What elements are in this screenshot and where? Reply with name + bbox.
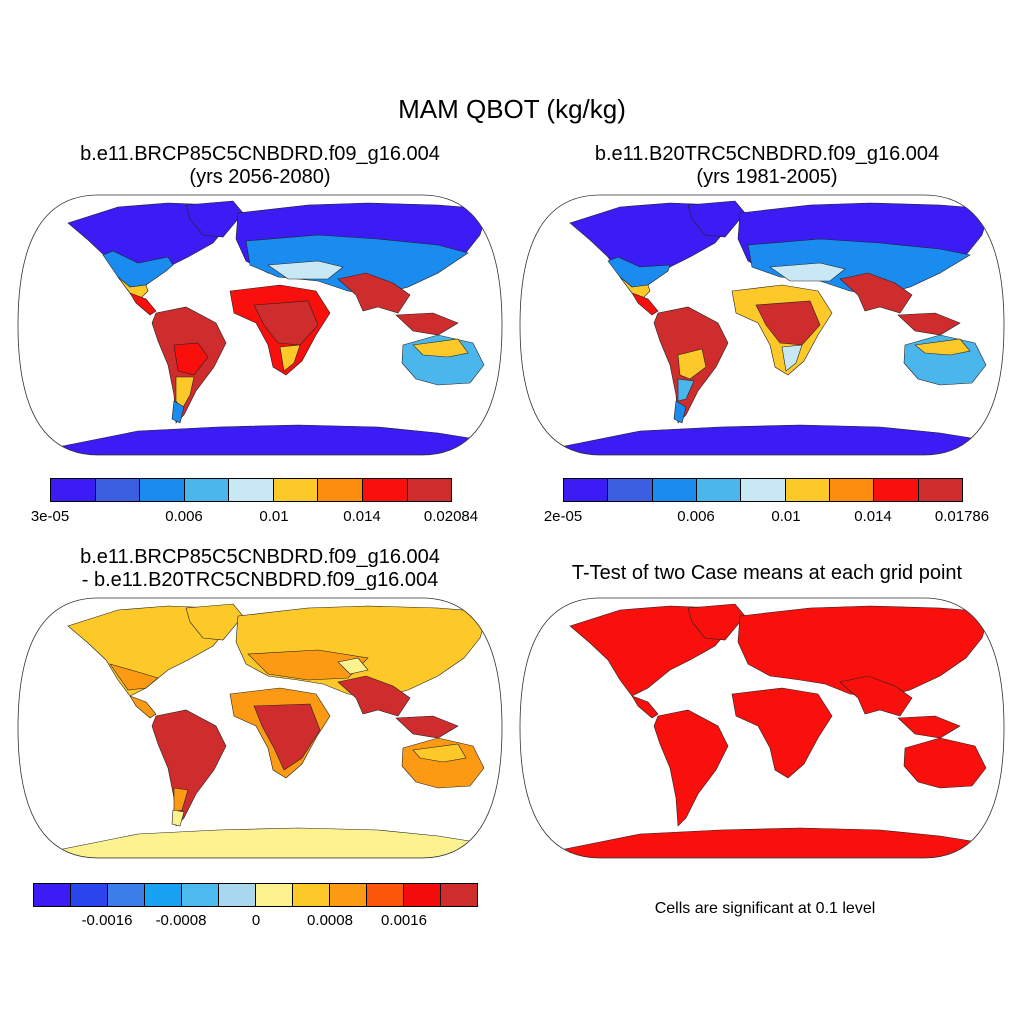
panel1-title: b.e11.BRCP85C5CNBDRD.f09_g16.004 (yrs 20… [10,143,510,189]
south-america-region [653,709,729,827]
colorbar-2-swatch-1 [608,479,653,501]
colorbar-3-swatch-8 [330,884,367,906]
colorbar-3-swatch-0 [34,884,71,906]
greenland-region [185,603,244,641]
north-america-region [569,605,736,697]
colorbar-2-swatch-5 [785,479,830,501]
colorbar-3-swatch-11 [441,884,477,906]
colorbar-1-tick-4: 0.02084 [423,508,479,525]
panel3-title-line2: - b.e11.B20TRC5CNBDRD.f09_g16.004 [81,569,439,591]
panel2-title: b.e11.B20TRC5CNBDRD.f09_g16.004 (yrs 198… [517,143,1017,189]
colorbar-2-swatch-6 [829,479,875,501]
africa-region [731,687,833,779]
colorbar-2-swatch-2 [652,479,697,501]
colorbar-3-swatch-2 [108,884,145,906]
map-panel-1 [17,194,503,456]
colorbar-1-swatch-3 [184,479,230,501]
greenland-region [185,200,244,238]
panel2-title-line1: b.e11.B20TRC5CNBDRD.f09_g16.004 [594,143,940,165]
antarctica-region [520,424,1004,455]
colorbar-3-swatch-1 [71,884,108,906]
south-america-region [151,709,227,827]
colorbar-2-tick-4: 0.01786 [934,508,990,525]
colorbar-1-swatch-2 [140,479,185,501]
colorbar-2-swatch-8 [918,479,962,501]
panel4-title: T-Test of two Case means at each grid po… [517,562,1017,585]
colorbar-3-swatch-4 [182,884,219,906]
colorbar-1 [50,478,452,502]
colorbar-3-tick-1: -0.0008 [155,912,207,929]
colorbar-2-tick-1: 0.006 [677,508,715,525]
colorbar-2-tick-3: 0.014 [854,508,892,525]
colorbar-1-swatch-6 [318,479,363,501]
colorbar-1-swatch-0 [51,479,96,501]
colorbar-2-swatch-3 [696,479,742,501]
colorbar-3-swatch-3 [145,884,182,906]
panel2-title-line2: (yrs 1981-2005) [696,166,838,188]
panel4-title-line1: T-Test of two Case means at each grid po… [571,562,963,584]
colorbar-3-tick-4: 0.0016 [381,912,427,929]
colorbar-3-swatch-7 [293,884,330,906]
figure-title: MAM QBOT (kg/kg) [398,94,626,124]
antarctica-region [18,827,502,858]
colorbar-1-tick-2: 0.01 [259,508,289,525]
colorbar-1-swatch-7 [362,479,408,501]
significance-note: Cells are significant at 0.1 level [654,900,876,917]
panel1-title-line2: (yrs 2056-2080) [189,166,331,188]
colorbar-3-swatch-6 [256,884,293,906]
panel3-title-line1: b.e11.BRCP85C5CNBDRD.f09_g16.004 [80,546,440,568]
australia-region [401,737,485,789]
colorbar-3-swatch-10 [404,884,441,906]
colorbar-1-swatch-1 [95,479,141,501]
colorbar-1-tick-0: 3e-05 [30,508,70,525]
colorbar-3-tick-0: -0.0016 [81,912,133,929]
colorbar-2 [563,478,963,502]
colorbar-2-tick-2: 0.01 [771,508,801,525]
colorbar-2-swatch-4 [741,479,786,501]
colorbar-2-tick-0: 2e-05 [543,508,583,525]
colorbar-1-swatch-8 [407,479,452,501]
antarctica-region [18,424,502,455]
colorbar-2-swatch-0 [564,479,609,501]
map-panel-3 [17,597,503,859]
australia-region [903,737,987,789]
eurasia-region [737,605,991,699]
colorbar-3-tick-3: 0.0008 [307,912,353,929]
greenland-region [687,603,746,641]
greenland-region [687,200,746,238]
panel3-title: b.e11.BRCP85C5CNBDRD.f09_g16.004 - b.e11… [10,546,510,592]
map-panel-2 [519,194,1005,456]
colorbar-1-swatch-5 [273,479,319,501]
colorbar-3-swatch-5 [219,884,256,906]
colorbar-3-tick-2: 0 [251,912,261,929]
panel1-title-line1: b.e11.BRCP85C5CNBDRD.f09_g16.004 [80,143,440,165]
north-america-region [67,605,234,697]
colorbar-3-swatch-9 [367,884,404,906]
colorbar-2-swatch-7 [874,479,919,501]
colorbar-1-tick-3: 0.014 [343,508,381,525]
antarctica-region [520,827,1004,858]
colorbar-1-tick-1: 0.006 [165,508,203,525]
colorbar-1-swatch-4 [229,479,274,501]
map-panel-4 [519,597,1005,859]
colorbar-3 [33,883,478,907]
